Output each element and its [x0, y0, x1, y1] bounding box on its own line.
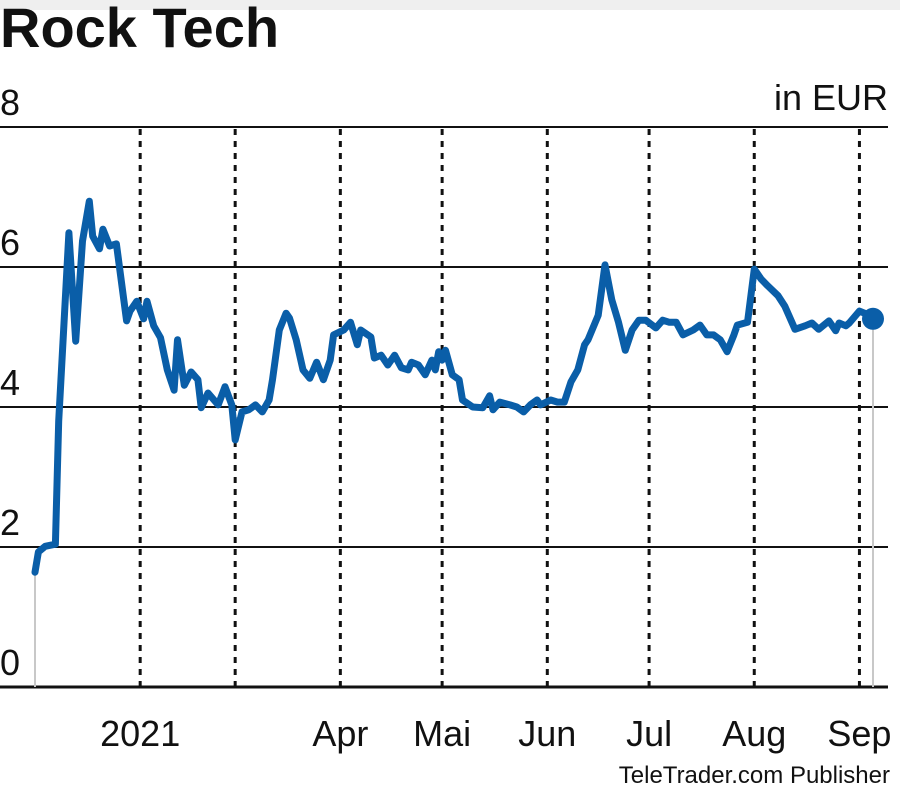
y-tick-label: 2: [0, 502, 20, 543]
chart-title: Rock Tech: [0, 0, 279, 59]
x-tick-label: Mai: [413, 713, 471, 754]
source-label: TeleTrader.com Publisher: [619, 762, 890, 789]
x-tick-label: Jun: [518, 713, 576, 754]
price-line: [31, 197, 877, 576]
last-price-marker: [862, 307, 884, 330]
y-tick-label: 6: [0, 222, 20, 263]
y-axis-labels: 0 2 4 6 8: [0, 82, 20, 683]
y-tick-label: 0: [0, 642, 20, 683]
top-band: [0, 0, 900, 10]
x-tick-label: Jul: [626, 713, 672, 754]
y-tick-label: 4: [0, 362, 20, 403]
x-tick-label: Aug: [722, 713, 786, 754]
x-tick-label: Apr: [312, 713, 368, 754]
x-tick-label: Sep: [827, 713, 891, 754]
x-axis-labels: 2021 Apr Mai Jun Jul Aug Sep: [100, 713, 891, 754]
unit-label: in EUR: [774, 77, 888, 118]
y-tick-label: 8: [0, 82, 20, 123]
series-layer: [31, 197, 884, 687]
horizontal-grid: [0, 126, 888, 689]
x-tick-label: 2021: [100, 713, 180, 754]
